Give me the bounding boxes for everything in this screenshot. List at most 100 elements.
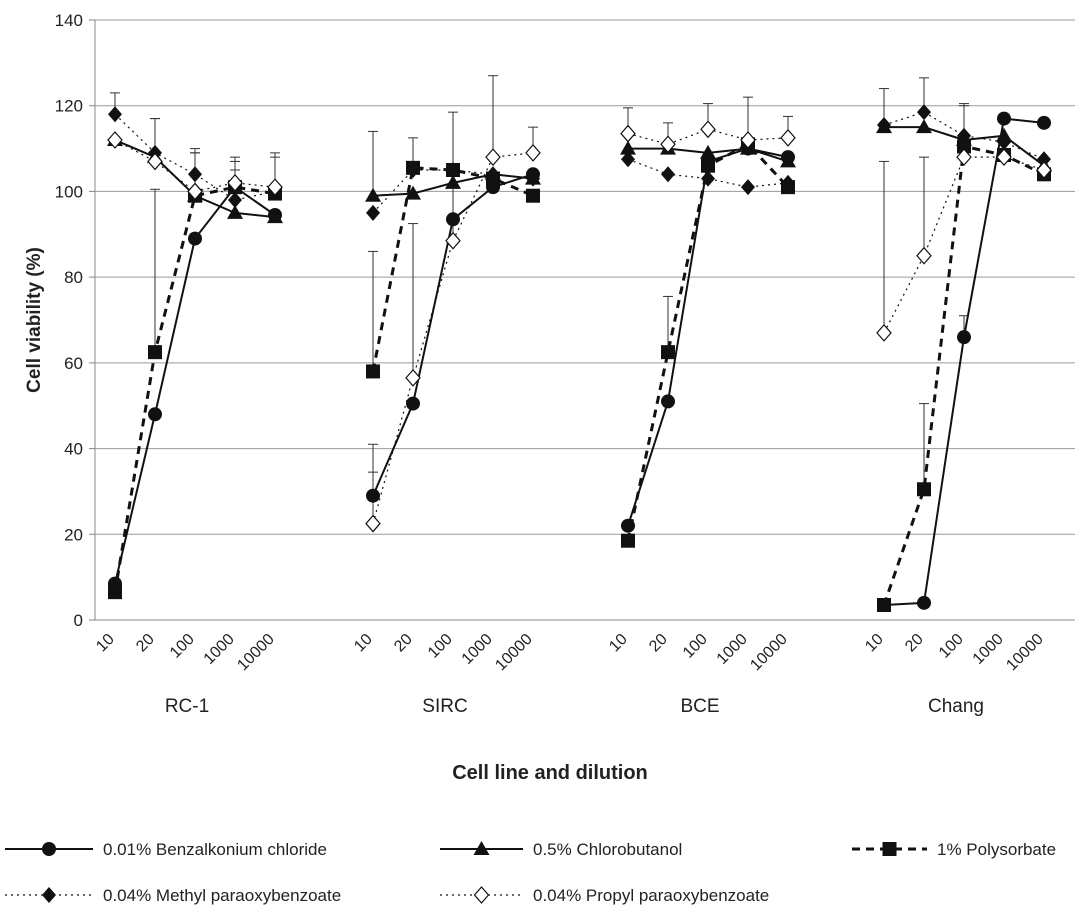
data-point bbox=[267, 209, 283, 224]
data-point bbox=[917, 482, 931, 497]
data-point bbox=[701, 158, 715, 173]
series-lines bbox=[113, 111, 1045, 606]
legend-label: 0.04% Propyl paraoxybenzoate bbox=[533, 886, 769, 905]
data-point bbox=[405, 185, 421, 200]
data-point bbox=[227, 204, 243, 219]
x-tick-label: 1000 bbox=[970, 631, 1007, 668]
y-tick-label: 0 bbox=[74, 611, 83, 630]
data-point bbox=[621, 533, 635, 548]
x-tick-label: 10000 bbox=[747, 631, 791, 675]
x-tick-label: 10000 bbox=[234, 631, 278, 675]
group-label: RC-1 bbox=[165, 696, 209, 717]
data-point bbox=[188, 166, 202, 183]
data-point bbox=[267, 178, 283, 197]
data-point bbox=[366, 364, 380, 379]
error-bars bbox=[110, 75, 969, 524]
y-tick-label: 20 bbox=[64, 525, 83, 544]
data-point bbox=[916, 119, 932, 134]
legend-marker bbox=[42, 842, 56, 856]
y-tick-label: 80 bbox=[64, 268, 83, 287]
data-point bbox=[620, 140, 636, 155]
x-tick-label: 1000 bbox=[201, 631, 238, 668]
legend-label: 0.5% Chlorobutanol bbox=[533, 840, 682, 859]
data-point bbox=[108, 585, 122, 600]
data-point bbox=[956, 148, 972, 167]
series-line bbox=[882, 144, 1045, 606]
legend: 0.01% Benzalkonium chloride 0.5% Chlorobu… bbox=[5, 840, 1056, 905]
data-point bbox=[526, 188, 540, 203]
data-point bbox=[621, 518, 635, 533]
data-point bbox=[740, 131, 756, 149]
x-tick-label: 20 bbox=[391, 631, 416, 656]
data-point bbox=[660, 135, 676, 154]
legend-label: 0.01% Benzalkonium chloride bbox=[103, 840, 327, 859]
data-point bbox=[486, 166, 500, 183]
data-point bbox=[147, 152, 163, 171]
group-label: BCE bbox=[680, 696, 719, 717]
data-point bbox=[877, 598, 891, 612]
data-point bbox=[148, 407, 162, 422]
data-point bbox=[365, 187, 381, 202]
data-points bbox=[107, 104, 1052, 612]
data-point bbox=[917, 595, 931, 610]
data-point bbox=[485, 148, 501, 167]
y-tick-label: 60 bbox=[64, 354, 83, 373]
data-point bbox=[525, 143, 541, 162]
data-point bbox=[877, 117, 891, 133]
data-point bbox=[406, 162, 420, 178]
x-tick-label: 20 bbox=[133, 631, 158, 656]
series-line bbox=[883, 156, 1045, 334]
group-label: Chang bbox=[928, 696, 984, 717]
axes bbox=[94, 20, 1075, 621]
x-axis-title: Cell line and dilution bbox=[452, 762, 648, 784]
x-tick-label: 1000 bbox=[459, 631, 496, 668]
x-tick-label: 100 bbox=[167, 631, 198, 662]
series-line bbox=[114, 113, 276, 201]
series-line bbox=[627, 147, 789, 527]
y-tick-label: 120 bbox=[55, 97, 83, 116]
y-tick-label: 100 bbox=[55, 182, 83, 201]
data-point bbox=[446, 212, 460, 227]
data-point bbox=[228, 192, 242, 208]
data-point bbox=[780, 128, 796, 147]
data-point bbox=[227, 173, 243, 192]
legend-label: 0.04% Methyl paraoxybenzoate bbox=[103, 886, 341, 905]
data-point bbox=[876, 323, 892, 342]
x-tick-label: 10 bbox=[862, 631, 887, 656]
x-tick-label: 10000 bbox=[1003, 631, 1047, 675]
data-point bbox=[405, 368, 421, 387]
data-point bbox=[108, 106, 122, 123]
data-point bbox=[445, 174, 461, 189]
y-tick-labels: 0 20 40 60 80 100 120 140 bbox=[55, 11, 83, 630]
data-point bbox=[997, 134, 1011, 151]
data-point bbox=[188, 231, 202, 246]
x-tick-label: 10000 bbox=[492, 631, 536, 675]
data-point bbox=[997, 111, 1011, 126]
x-tick-label: 1000 bbox=[714, 631, 751, 668]
data-point bbox=[917, 104, 931, 121]
group-labels: RC-1 SIRC BCE Chang bbox=[165, 696, 984, 717]
x-tick-label: 20 bbox=[646, 631, 671, 656]
data-point bbox=[148, 345, 162, 360]
data-point bbox=[700, 120, 716, 139]
series-line bbox=[113, 185, 276, 593]
y-tick-label: 40 bbox=[64, 440, 83, 459]
legend-marker bbox=[473, 841, 490, 855]
x-tick-label: 10 bbox=[351, 631, 376, 656]
data-point bbox=[445, 231, 461, 250]
data-point bbox=[661, 166, 675, 183]
data-point bbox=[406, 396, 420, 411]
data-point bbox=[661, 345, 675, 360]
legend-marker bbox=[42, 887, 56, 903]
data-point bbox=[366, 204, 380, 221]
data-point bbox=[187, 182, 203, 201]
data-point bbox=[781, 174, 795, 191]
data-point bbox=[957, 127, 971, 144]
data-point bbox=[957, 139, 971, 154]
y-tick-label: 140 bbox=[55, 11, 83, 30]
data-point bbox=[996, 148, 1012, 167]
data-point bbox=[366, 488, 380, 503]
data-point bbox=[446, 162, 460, 178]
